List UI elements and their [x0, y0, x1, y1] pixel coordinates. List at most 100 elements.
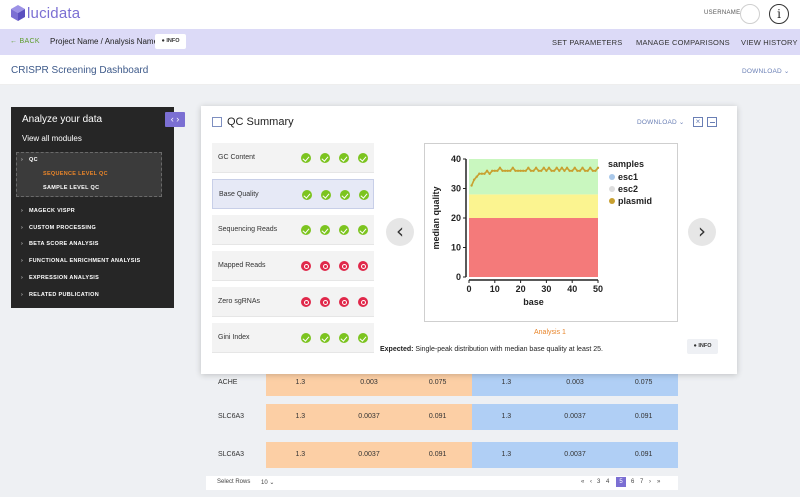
sidebar-item-related-publication[interactable]: › RELATED PUBLICATION: [21, 292, 99, 298]
pager-active-page[interactable]: 5: [616, 477, 626, 487]
sidebar-item-sequence-level-qc[interactable]: SEQUENCE LEVEL QC: [43, 171, 108, 177]
qc-status-group: [301, 153, 377, 163]
pager-page[interactable]: 7: [640, 479, 644, 485]
series-point-plasmid: [540, 169, 543, 172]
back-button[interactable]: ← BACK: [10, 38, 40, 45]
qc-status-group: [301, 261, 377, 271]
select-rows-label: Select Rows: [217, 479, 251, 485]
download-button[interactable]: DOWNLOAD ⌄: [742, 68, 790, 75]
legend-marker: [609, 186, 615, 192]
sidebar-item-functional-enrichment[interactable]: › FUNCTIONAL ENRICHMENT ANALYSIS: [21, 258, 140, 264]
pager-page[interactable]: 3: [597, 479, 601, 485]
minimize-icon[interactable]: [707, 117, 717, 127]
info-button-label: INFO: [166, 38, 180, 44]
brand-logo[interactable]: lucidata: [10, 4, 80, 22]
series-point-plasmid: [514, 169, 517, 172]
series-point-plasmid: [524, 169, 527, 172]
panel-info-button[interactable]: ● INFO: [687, 339, 718, 354]
sidebar-item-qc[interactable]: › QC: [21, 157, 38, 163]
chevron-left-icon[interactable]: ‹: [386, 218, 414, 246]
check-circle-icon: [302, 190, 312, 200]
pager-page[interactable]: 6: [631, 479, 635, 485]
chevron-right-icon: ›: [21, 157, 24, 163]
panel-download-button[interactable]: DOWNLOAD ⌄: [637, 119, 685, 126]
series-point-plasmid: [501, 169, 504, 172]
sidebar-item-sample-level-qc[interactable]: SAMPLE LEVEL QC: [43, 185, 100, 191]
legend-marker: [609, 174, 615, 180]
series-point-plasmid: [545, 169, 548, 172]
view-all-modules-link[interactable]: View all modules: [22, 134, 82, 143]
sidebar-item-label: BETA SCORE ANALYSIS: [29, 241, 99, 247]
qc-metric-row[interactable]: Mapped Reads: [212, 251, 374, 281]
sidebar-item-mageck-vispr[interactable]: › MAGECK VISPR: [21, 208, 75, 214]
sidebar-item-expression-analysis[interactable]: › EXPRESSION ANALYSIS: [21, 275, 99, 281]
check-circle-icon: [339, 153, 349, 163]
pager-first[interactable]: «: [581, 479, 585, 485]
chevron-right-icon[interactable]: ›: [688, 218, 716, 246]
avatar[interactable]: [740, 4, 760, 24]
table-row[interactable]: SLC6A3 1.3 0.0037 0.091 1.3 0.0037 0.091: [206, 404, 678, 430]
table-cell: 0.091: [634, 413, 653, 420]
pager-last[interactable]: »: [657, 479, 661, 485]
series-point-plasmid: [498, 166, 502, 170]
panel-title: QC Summary: [227, 116, 294, 128]
table-row[interactable]: ACHE 1.3 0.003 0.075 1.3 0.003 0.075: [206, 370, 678, 396]
manage-comparisons-link[interactable]: MANAGE COMPARISONS: [636, 38, 730, 47]
base-quality-chart: 0 10 20 30 40 0 10 20 30 40 50 base median quality sa…: [424, 143, 678, 322]
sidebar-item-label: RELATED PUBLICATION: [29, 292, 99, 298]
brand-name: lucidata: [27, 4, 81, 22]
sidebar-item-beta-score-analysis[interactable]: › BETA SCORE ANALYSIS: [21, 241, 99, 247]
series-point-plasmid: [550, 169, 553, 172]
expected-text: Expected: Single-peak distribution with …: [380, 346, 603, 353]
table-row[interactable]: SLC6A3 1.3 0.0037 0.091 1.3 0.0037 0.091: [206, 442, 678, 468]
series-point-plasmid: [511, 166, 515, 170]
select-rows-dropdown[interactable]: 10 ⌄: [261, 480, 275, 486]
series-point-plasmid: [547, 166, 551, 170]
check-circle-icon: [358, 333, 368, 343]
series-point-plasmid: [560, 166, 564, 170]
info-circle-icon[interactable]: i: [769, 4, 789, 24]
table-cell: 0.0037: [358, 413, 380, 420]
table-cell: 1.3: [501, 451, 512, 458]
qc-metric-label: Base Quality: [219, 191, 259, 198]
qc-status-group: [301, 225, 377, 235]
chart-svg: 0 10 20 30 40 0 10 20 30 40 50 base median quality sa…: [431, 154, 652, 307]
close-icon[interactable]: ×: [693, 117, 703, 127]
check-circle-icon: [301, 153, 311, 163]
series-point-plasmid: [589, 166, 592, 170]
info-button[interactable]: ● INFO: [155, 34, 186, 49]
qc-metric-row[interactable]: Zero sgRNAs: [212, 287, 374, 317]
collapse-sidebar-button[interactable]: ‹ ›: [165, 112, 185, 127]
gene-cell: SLC6A3: [206, 442, 266, 468]
chevron-left-right-icon: ‹ ›: [170, 114, 180, 124]
error-circle-icon: [301, 297, 311, 307]
username-label[interactable]: USERNAME: [704, 10, 741, 16]
series-point-plasmid: [488, 172, 491, 175]
qc-metric-row[interactable]: GC Content: [212, 143, 374, 173]
legend-entry: plasmid: [618, 196, 652, 206]
error-circle-icon: [320, 261, 330, 271]
chevron-right-icon: ›: [21, 241, 24, 247]
qc-metric-row[interactable]: Gini Index: [212, 323, 374, 353]
qc-metric-row[interactable]: Sequencing Reads: [212, 215, 374, 245]
qc-metric-row[interactable]: Base Quality: [212, 179, 374, 209]
qc-status-group: [302, 190, 378, 200]
group-b-cells: 1.3 0.0037 0.091: [472, 404, 678, 430]
chevron-right-icon: ›: [21, 225, 24, 231]
series-point-plasmid: [475, 175, 478, 178]
qc-summary-panel: QC Summary DOWNLOAD ⌄ × GC Content Base Q…: [201, 106, 737, 374]
chevron-right-icon: ›: [21, 258, 24, 264]
table-cell: 0.0037: [358, 451, 380, 458]
series-point-plasmid: [472, 178, 476, 181]
pager-next[interactable]: ›: [649, 479, 651, 485]
set-parameters-link[interactable]: SET PARAMETERS: [552, 38, 623, 47]
cube-logo-icon: [11, 5, 25, 21]
qc-metric-label: Sequencing Reads: [218, 226, 278, 233]
sidebar-item-label: MAGECK VISPR: [29, 208, 76, 214]
legend-marker: [609, 198, 615, 204]
view-history-link[interactable]: VIEW HISTORY: [741, 38, 798, 47]
pager-prev[interactable]: ‹: [590, 479, 592, 485]
pager-page[interactable]: 4: [606, 479, 610, 485]
check-circle-icon: [358, 225, 368, 235]
sidebar-item-custom-processing[interactable]: › CUSTOM PROCESSING: [21, 225, 96, 231]
